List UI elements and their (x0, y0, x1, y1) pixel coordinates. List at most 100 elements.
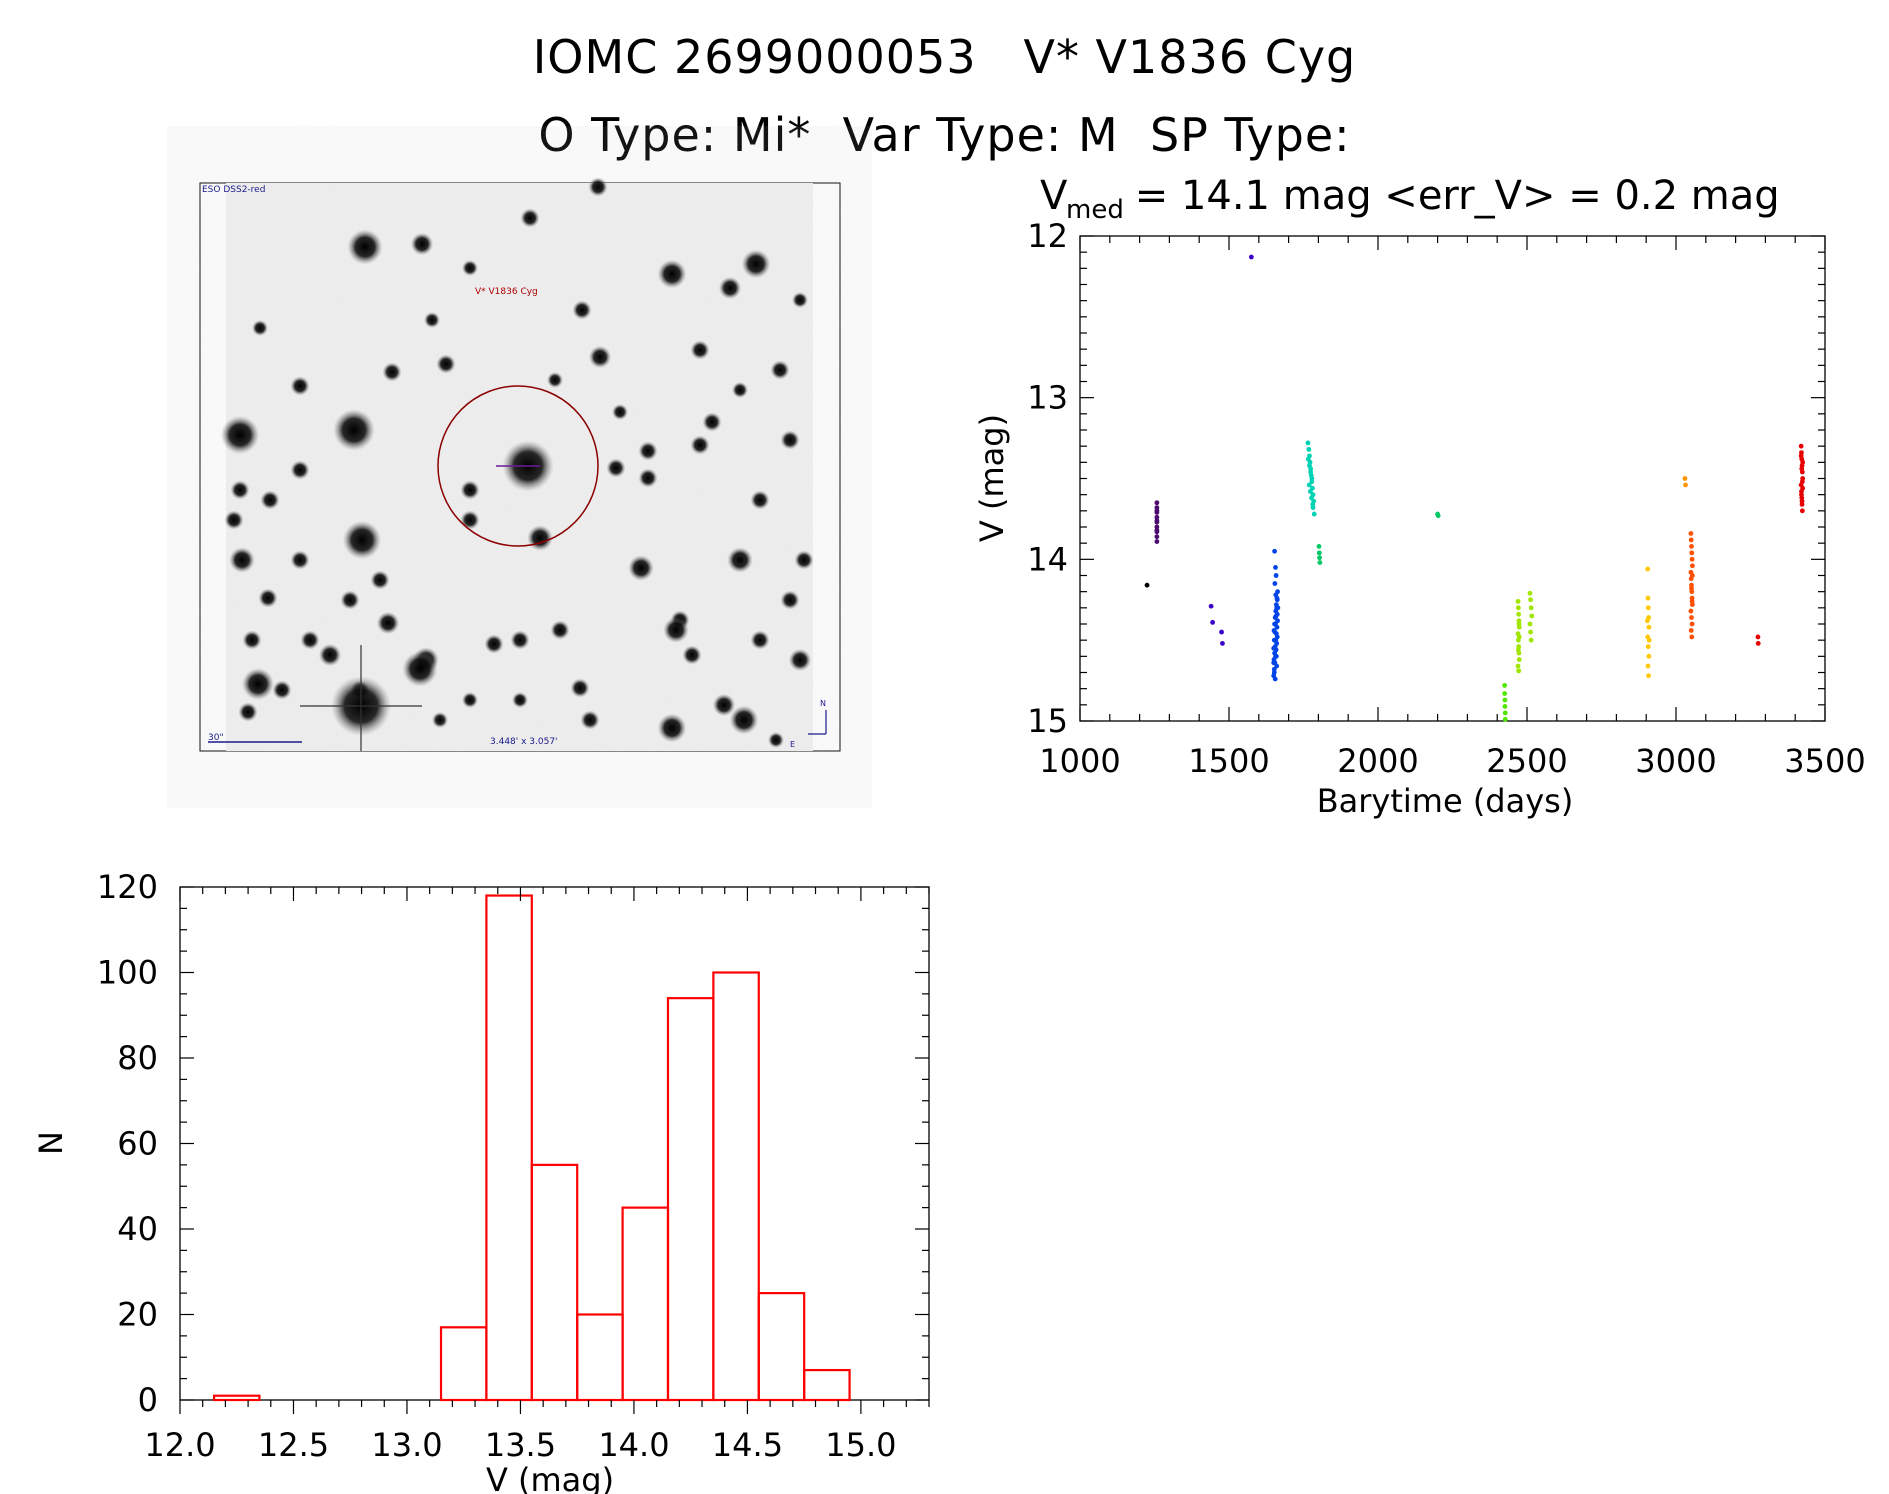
lc-data-point (1516, 657, 1522, 662)
lc-data-point (1502, 710, 1508, 716)
lc-data-point (1516, 611, 1522, 617)
star (690, 340, 710, 360)
finder-image: ESO DSS2-red V* V1836 Cyg 30" 3.448' x 3… (199, 177, 841, 752)
lc-data-point (1515, 605, 1521, 611)
lc-data-point (1689, 573, 1695, 578)
star (242, 668, 274, 700)
lc-data-point (1248, 254, 1254, 260)
star (230, 480, 250, 500)
lc-data-point (1220, 641, 1225, 646)
hist-x-tick-label: 14.5 (712, 1426, 783, 1464)
hist-y-tick-label: 40 (117, 1210, 158, 1248)
lc-data-point (1798, 453, 1804, 459)
star (512, 692, 528, 708)
lc-data-point (1644, 618, 1650, 624)
lc-data-point (1316, 544, 1322, 549)
star (657, 259, 687, 289)
lc-data-point (1645, 595, 1651, 601)
lc-data-point (1272, 644, 1278, 650)
star (238, 702, 258, 722)
lc-title-main: V (1040, 173, 1068, 219)
star (741, 249, 771, 279)
star (520, 208, 540, 228)
star (718, 276, 742, 300)
lc-data-point (1800, 485, 1806, 491)
lc-data-point (1208, 603, 1214, 609)
lc-data-point (1527, 590, 1533, 596)
star (628, 555, 654, 581)
lc-data-point (1210, 619, 1216, 625)
star (580, 710, 600, 730)
star (780, 590, 800, 610)
star (224, 510, 244, 530)
lc-y-axis-label: V (mag) (973, 414, 1011, 542)
star (750, 490, 770, 510)
target-label: V* V1836 Cyg (475, 287, 538, 297)
star (347, 229, 383, 265)
lc-data-point (1689, 586, 1694, 591)
star (547, 372, 563, 388)
lc-data-point (1273, 653, 1279, 659)
lc-data-point (1688, 537, 1694, 543)
lc-x-tick-label: 3500 (1784, 742, 1865, 780)
hist-bar (485, 894, 533, 1402)
star-field (220, 177, 814, 751)
lc-data-point (1682, 476, 1688, 481)
hist-bar (212, 1394, 261, 1402)
lc-data-point (1800, 459, 1806, 465)
lc-data-point (1154, 508, 1160, 514)
star (460, 480, 480, 500)
star (424, 312, 440, 328)
star (657, 713, 687, 743)
hist-plot-frame (179, 886, 930, 1401)
star (242, 630, 262, 650)
hist-bar (803, 1368, 851, 1402)
north-label: N (820, 699, 826, 708)
lc-data-point (1689, 550, 1695, 556)
lc-data-point (1273, 637, 1279, 643)
hist-bar (439, 1326, 488, 1402)
lc-data-point (1309, 495, 1314, 501)
star (340, 590, 360, 610)
star (770, 360, 790, 380)
star (290, 460, 310, 480)
lc-data-point (1274, 624, 1280, 630)
lc-y-tick-label: 15 (1027, 702, 1068, 740)
lc-x-tick-label: 1500 (1188, 742, 1269, 780)
chart-title-line2: O Type: Mi* Var Type: M SP Type: (538, 108, 1351, 162)
lc-data-points (1144, 254, 1806, 722)
hist-bar (530, 1163, 579, 1402)
star (402, 651, 438, 687)
star (333, 409, 375, 451)
star (572, 300, 592, 320)
lc-data-point (1515, 598, 1521, 604)
star (260, 490, 280, 510)
star (272, 680, 292, 700)
lc-data-point (1502, 683, 1508, 688)
lc-data-point (1799, 492, 1804, 498)
star (794, 550, 814, 570)
lc-data-point (1645, 566, 1651, 572)
star (510, 630, 530, 650)
lc-data-point (1154, 527, 1160, 533)
lc-data-point (1688, 531, 1694, 536)
lc-data-point (1310, 501, 1316, 507)
lc-data-point (1799, 466, 1805, 472)
lc-data-point (1529, 613, 1535, 619)
star (462, 692, 478, 708)
star (318, 643, 342, 667)
hist-x-tick-label: 15.0 (825, 1426, 896, 1464)
lc-data-point (1516, 634, 1522, 640)
lc-data-point (1516, 621, 1522, 627)
lc-x-tick-label: 2500 (1486, 742, 1567, 780)
lc-data-point (1154, 518, 1160, 523)
star (727, 547, 753, 573)
star (690, 435, 710, 455)
star (702, 412, 722, 432)
hist-x-tick-label: 12.0 (144, 1426, 215, 1464)
hist-bars (212, 894, 851, 1402)
star (290, 550, 310, 570)
lc-data-point (1307, 489, 1313, 494)
star (792, 292, 808, 308)
lc-data-point (1274, 597, 1280, 603)
